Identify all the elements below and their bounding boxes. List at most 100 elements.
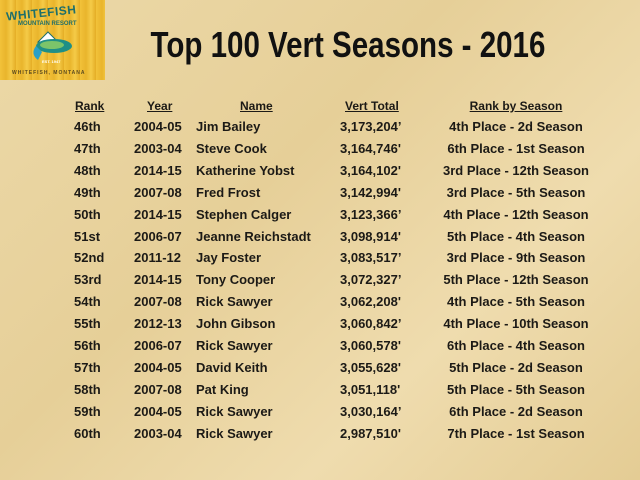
cell-rank: 54th [74,294,101,310]
logo-location: WHITEFISH, MONTANA [12,70,86,76]
cell-rank: 47th [74,140,101,156]
cell-year: 2007-08 [134,294,182,310]
cell-rank: 49th [74,184,101,200]
cell-name: Fred Frost [196,184,261,200]
cell-year: 2007-08 [134,381,182,397]
table-row: 51st 2006-07 Jeanne Reichstadt 3,098,914' 5t… [0,229,640,249]
cell-vert: 3,060,578' [340,338,401,353]
cell-rank: 48th [74,162,101,178]
cell-rank: 59th [74,403,101,419]
table-row: 50th 2014-15 Stephen Calger 3,123,366’ 4th P… [0,207,640,227]
cell-year: 2011-12 [134,250,181,266]
cell-vert: 3,173,204’ [340,119,402,134]
cell-year: 2003-04 [134,425,182,441]
table-row: 46th 2004-05 Jim Bailey 3,173,204’ 4th Place… [0,119,640,139]
cell-vert: 3,055,628' [340,359,401,375]
cell-rank: 60th [74,425,101,441]
cell-rbs: 4th Place - 12th Season [443,206,589,222]
header-rank: Rank [75,99,105,113]
cell-name: Katherine Yobst [196,162,295,178]
cell-rbs: 7th Place - 1st Season [447,425,585,441]
whitefish-logo: WHITEFISH MOUNTAIN RESORT EST. 1947 WHIT… [0,0,105,80]
table-row: 59th 2004-05 Rick Sawyer 3,030,164’ 6th Plac… [0,404,640,424]
header-name: Name [240,99,273,113]
cell-rbs: 6th Place - 1st Season [447,140,585,156]
cell-year: 2004-05 [134,403,182,419]
page-title: Top 100 Vert Seasons - 2016 [150,24,546,65]
cell-vert: 3,142,994' [340,184,401,200]
cell-name: David Keith [196,359,268,375]
cell-name: John Gibson [196,316,276,332]
cell-year: 2006-07 [134,228,182,244]
cell-rbs: 5th Place - 2d Season [449,359,583,375]
logo-est: EST. 1947 [42,59,61,64]
cell-vert: 3,051,118' [340,381,401,397]
table-row: 52nd 2011-12 Jay Foster 3,083,517’ 3rd Place… [0,250,640,270]
cell-rbs: 3rd Place - 5th Season [446,184,586,200]
cell-rbs: 5th Place - 4th Season [447,228,585,244]
cell-rank: 58th [74,381,101,397]
cell-name: Pat King [196,381,249,397]
cell-vert: 3,123,366’ [340,206,402,222]
table-row: 54th 2007-08 Rick Sawyer 3,062,208' 4th Plac… [0,294,640,314]
cell-year: 2003-04 [134,140,182,156]
table-row: 53rd 2014-15 Tony Cooper 3,072,327’ 5th Plac… [0,272,640,292]
cell-rank: 50th [74,206,101,222]
cell-name: Jim Bailey [196,119,261,134]
cell-rbs: 4th Place - 5th Season [447,294,585,310]
cell-rbs: 5th Place - 12th Season [443,272,589,288]
cell-year: 2014-15 [134,206,182,222]
cell-vert: 2,987,510' [340,425,401,441]
table-row: 48th 2014-15 Katherine Yobst 3,164,102' 3rd … [0,163,640,183]
cell-rbs: 3rd Place - 12th Season [443,162,589,178]
cell-vert: 3,083,517’ [340,250,402,266]
table-header: Rank Year Name Vert Total Rank by Season [0,99,640,119]
cell-rank: 53rd [74,272,102,288]
cell-year: 2014-15 [134,272,182,288]
table-row: 56th 2006-07 Rick Sawyer 3,060,578' 6th Plac… [0,338,640,358]
cell-vert: 3,072,327’ [340,272,402,288]
cell-name: Stephen Calger [196,206,292,222]
cell-rank: 55th [74,316,101,332]
cell-rbs: 6th Place - 2d Season [449,403,583,419]
header-vert-total: Vert Total [345,99,399,113]
table-row: 55th 2012-13 John Gibson 3,060,842’ 4th Plac… [0,316,640,336]
header-year: Year [147,99,173,113]
cell-rbs: 4th Place - 2d Season [449,119,583,134]
cell-rank: 46th [74,119,101,134]
cell-rank: 52nd [74,250,105,266]
cell-vert: 3,164,102' [340,162,401,178]
cell-year: 2006-07 [134,338,182,353]
cell-rbs: 4th Place - 10th Season [443,316,589,332]
cell-rbs: 3rd Place - 9th Season [446,250,586,266]
cell-rank: 56th [74,338,101,353]
logo-subtext: MOUNTAIN RESORT [18,21,77,27]
fish-mountain-icon [33,31,72,60]
cell-vert: 3,098,914' [340,228,401,244]
cell-name: Steve Cook [196,140,267,156]
cell-rbs: 5th Place - 5th Season [447,381,585,397]
cell-name: Rick Sawyer [196,403,273,419]
cell-name: Tony Cooper [196,272,276,288]
table-row: 47th 2003-04 Steve Cook 3,164,746' 6th Place… [0,141,640,161]
cell-name: Jeanne Reichstadt [196,228,311,244]
cell-year: 2004-05 [134,359,182,375]
table-row: 58th 2007-08 Pat King 3,051,118' 5th Place -… [0,382,640,402]
cell-year: 2012-13 [134,316,182,332]
table-row: 49th 2007-08 Fred Frost 3,142,994' 3rd Place… [0,185,640,205]
cell-year: 2014-15 [134,162,182,178]
table-row: 57th 2004-05 David Keith 3,055,628' 5th Plac… [0,360,640,380]
cell-year: 2004-05 [134,119,182,134]
cell-name: Rick Sawyer [196,338,273,353]
cell-name: Rick Sawyer [196,294,273,310]
header-rank-by-season: Rank by Season [469,99,563,113]
cell-rank: 51st [74,228,101,244]
cell-vert: 3,164,746' [340,140,401,156]
cell-name: Jay Foster [196,250,262,266]
cell-year: 2007-08 [134,184,182,200]
cell-vert: 3,062,208' [340,294,401,310]
cell-rank: 57th [74,359,101,375]
table-row: 60th 2003-04 Rick Sawyer 2,987,510' 7th Plac… [0,426,640,446]
cell-rbs: 6th Place - 4th Season [447,338,585,353]
cell-name: Rick Sawyer [196,425,273,441]
